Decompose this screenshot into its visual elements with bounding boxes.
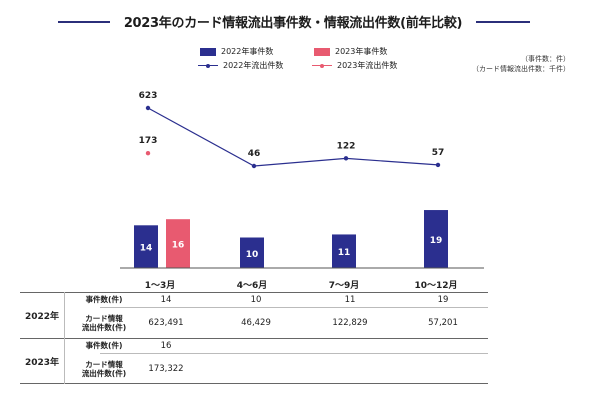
line-point-2023 (145, 151, 151, 156)
series-line-2022 (147, 107, 439, 167)
bar-2022-4 (424, 210, 448, 268)
bar-value-label: 11 (338, 248, 351, 258)
legend-item-2022-leaks: 2022年流出件数 (198, 60, 283, 71)
title-rule-right (476, 21, 530, 23)
bar-value-label: 10 (246, 250, 259, 260)
data-table: 2022年 2023年 事件数(件) カード情報 流出件数(件) 事件数(件) … (20, 292, 488, 384)
row-label-text: 流出件数(件) (81, 322, 127, 332)
table-border-top (20, 292, 488, 293)
bar-2022-3 (332, 234, 356, 268)
table-divider (100, 353, 488, 354)
table-cell: 173,322 (148, 363, 184, 374)
table-cell: 10 (250, 294, 262, 305)
x-tick-label: 10～12月 (414, 280, 457, 291)
table-cell: 57,201 (428, 317, 458, 328)
legend-item-2023-leaks: 2023年流出件数 (312, 60, 397, 71)
legend-item-2022-incidents: 2022年事件数 (200, 46, 273, 57)
x-tick-label: 7～9月 (329, 280, 360, 291)
legend-label: 2022年流出件数 (223, 61, 284, 70)
line-point-2022 (343, 156, 349, 161)
table-cell: 11 (344, 294, 356, 305)
line-point-2022 (145, 105, 151, 111)
table-col-divider (64, 292, 65, 384)
bar-value-label: 14 (140, 244, 153, 254)
table-row-label: カード情報 流出件数(件) (64, 307, 144, 338)
bar-value-label: 19 (430, 236, 443, 246)
title-rule-left (58, 21, 110, 23)
table-divider (100, 307, 488, 308)
table-row-label: カード情報 流出件数(件) (64, 353, 144, 384)
legend-label: 2023年流出件数 (337, 61, 398, 70)
legend-swatch-2022-incidents (200, 47, 216, 56)
bar-2023-1 (166, 219, 190, 268)
table-cell: 14 (160, 294, 172, 305)
line-value-label: 57 (432, 148, 445, 158)
chart-title-bar: 2023年のカード情報流出事件数・情報流出件数(前年比較) (0, 10, 600, 32)
bar-2022-2 (240, 237, 264, 268)
line-point-2022 (435, 162, 441, 168)
table-cell: 16 (160, 340, 172, 351)
table-divider-year (20, 338, 488, 339)
units-note-incidents: （事件数：件） (521, 55, 570, 63)
row-label-text: カード情報 (85, 359, 123, 369)
x-tick-label: 4～6月 (237, 280, 268, 291)
legend-swatch-2023-incidents (314, 47, 330, 56)
legend-item-2023-incidents: 2023年事件数 (314, 46, 387, 57)
table-cell: 46,429 (241, 317, 271, 328)
table-row-label: 事件数(件) (64, 292, 144, 307)
legend-swatch-2022-leaks (198, 62, 218, 70)
legend-swatch-2023-leaks (312, 62, 332, 70)
legend-label: 2022年事件数 (221, 47, 274, 56)
table-border-bottom (20, 383, 488, 384)
units-note: （事件数：件） （カード情報流出件数：千件） (472, 54, 570, 74)
units-note-leaks: （カード情報流出件数：千件） (472, 65, 570, 73)
line-value-label: 46 (248, 149, 261, 159)
bar-value-label: 16 (172, 241, 185, 251)
line-value-label: 122 (337, 141, 356, 151)
x-tick-label: 1～3月 (145, 280, 176, 291)
chart-title: 2023年のカード情報流出事件数・情報流出件数(前年比較) (123, 16, 463, 31)
line-point-2022 (251, 163, 257, 169)
legend: 2022年事件数 2023年事件数 2022年流出件数 2023年流出件数 (0, 0, 600, 80)
line-value-label: 173 (139, 136, 158, 146)
legend-label: 2023年事件数 (335, 47, 388, 56)
row-label-text: 流出件数(件) (81, 368, 127, 378)
table-cell: 19 (437, 294, 449, 305)
row-label-text: 事件数(件) (85, 341, 123, 350)
table-cell: 122,829 (332, 317, 368, 328)
table-cell: 623,491 (148, 317, 184, 328)
row-label-text: カード情報 (85, 313, 123, 323)
table-year-2023: 2023年 (24, 357, 60, 368)
table-year-2022: 2022年 (24, 311, 60, 322)
line-value-label: 623 (139, 91, 158, 101)
bar-2022-1 (134, 225, 158, 268)
row-label-text: 事件数(件) (85, 295, 123, 304)
table-row-label: 事件数(件) (64, 338, 144, 353)
